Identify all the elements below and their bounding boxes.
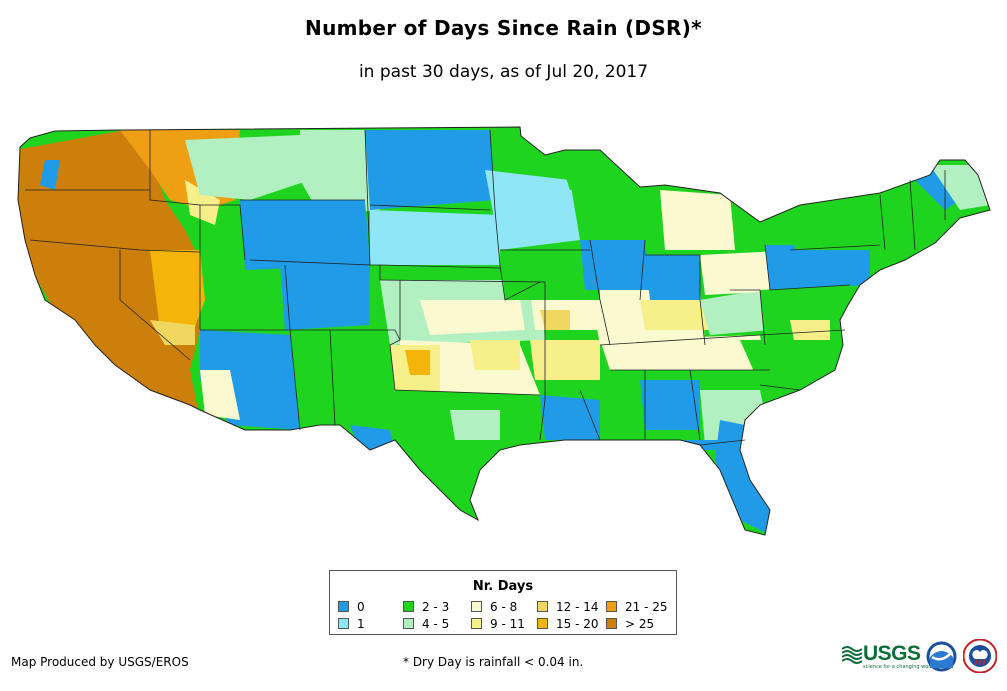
legend-label: 12 - 14 xyxy=(556,600,599,614)
legend-swatch xyxy=(537,601,548,612)
legend-label: > 25 xyxy=(625,617,655,631)
legend-swatch xyxy=(471,618,482,629)
dry-day-footnote: * Dry Day is rainfall < 0.04 in. xyxy=(403,655,584,669)
legend-item: 9 - 11 xyxy=(471,618,525,632)
usgs-wave-icon xyxy=(842,645,862,665)
legend-item: 21 - 25 xyxy=(606,601,668,615)
legend-swatch xyxy=(471,601,482,612)
legend-item: 2 - 3 xyxy=(403,601,449,615)
state-borders xyxy=(17,126,991,536)
legend-label: 1 xyxy=(357,617,365,631)
legend-swatch xyxy=(537,618,548,629)
legend-item: 0 xyxy=(338,601,365,615)
legend-swatch xyxy=(606,618,617,629)
legend-swatch xyxy=(338,601,349,612)
nws-logo-icon[interactable] xyxy=(963,639,997,673)
legend-label: 15 - 20 xyxy=(556,617,599,631)
legend-label: 21 - 25 xyxy=(625,600,668,614)
usgs-logo[interactable]: USGS science for a changing world xyxy=(842,641,935,671)
legend-item: 6 - 8 xyxy=(471,601,517,615)
legend-swatch xyxy=(338,618,349,629)
legend-swatch xyxy=(403,601,414,612)
noaa-logo-icon[interactable] xyxy=(926,641,957,672)
legend-item: 15 - 20 xyxy=(537,618,599,632)
legend-label: 2 - 3 xyxy=(422,600,450,614)
legend-swatch xyxy=(403,618,414,629)
precipitation-fill xyxy=(18,127,990,535)
map-title: Number of Days Since Rain (DSR)* xyxy=(305,16,702,40)
legend-item: > 25 xyxy=(606,618,654,632)
legend-title: Nr. Days xyxy=(472,579,534,594)
legend-label: 0 xyxy=(357,600,365,614)
legend-label: 9 - 11 xyxy=(490,617,525,631)
legend-label: 6 - 8 xyxy=(490,600,518,614)
legend-swatch xyxy=(606,601,617,612)
legend-item: 12 - 14 xyxy=(537,601,599,615)
usgs-tagline: science for a changing world xyxy=(863,664,935,670)
legend-item: 1 xyxy=(338,618,365,632)
map-subtitle: in past 30 days, as of Jul 20, 2017 xyxy=(358,62,649,82)
legend-label: 4 - 5 xyxy=(422,617,450,631)
legend-item: 4 - 5 xyxy=(403,618,449,632)
us-precipitation-map xyxy=(17,126,991,536)
legend-box: Nr. Days 0 1 2 - 3 4 - 5 6 - 8 9 - 11 12… xyxy=(329,570,677,635)
usgs-wordmark: USGS xyxy=(863,642,921,665)
map-credit: Map Produced by USGS/EROS xyxy=(11,655,189,669)
